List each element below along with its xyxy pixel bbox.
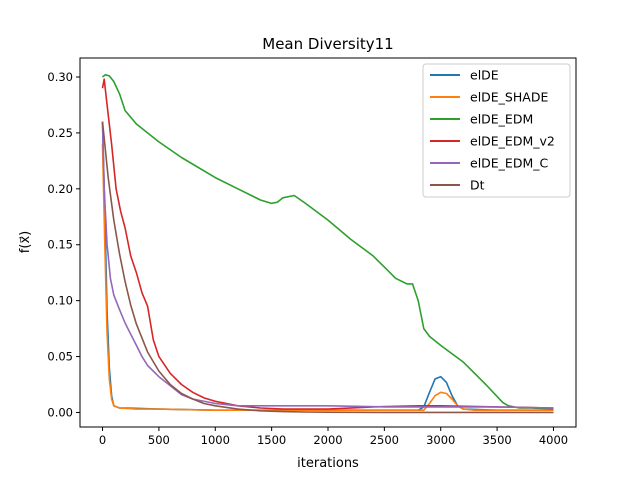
legend-label: elDE_SHADE [470, 90, 548, 105]
y-tick-label: 0.20 [47, 182, 73, 196]
y-tick-label: 0.15 [47, 238, 73, 252]
legend-label: elDE [470, 68, 499, 83]
series-line-3 [101, 78, 554, 410]
series-line-5 [101, 121, 554, 414]
y-tick-label: 0.25 [47, 126, 73, 140]
legend-label: Dt [470, 178, 485, 193]
legend-label: elDE_EDM [470, 112, 533, 127]
series-line-2 [102, 74, 554, 410]
y-axis-label: f(x⃗) [18, 231, 33, 253]
series-line-1 [101, 144, 554, 412]
x-tick-label: 1000 [201, 433, 230, 447]
legend-label: elDE_EDM_C [470, 156, 548, 171]
y-tick-label: 0.30 [47, 70, 73, 84]
legend-label: elDE_EDM_v2 [470, 134, 555, 149]
y-axis-ticks: 0.00 0.05 0.10 0.15 0.20 0.25 0.30 [47, 70, 80, 419]
legend-box [422, 63, 571, 198]
x-tick-label: 0 [99, 433, 106, 447]
x-tick-label: 1500 [257, 433, 286, 447]
x-axis-label: iterations [297, 456, 359, 471]
plot-lines [101, 74, 554, 414]
y-tick-label: 0.05 [47, 350, 73, 364]
x-tick-label: 500 [148, 433, 170, 447]
x-axis-ticks: 0 500 1000 1500 2000 2500 3000 3500 4000 [99, 427, 568, 447]
x-tick-label: 4000 [539, 433, 568, 447]
y-tick-label: 0.10 [47, 294, 73, 308]
x-tick-label: 2000 [313, 433, 342, 447]
legend: elDE elDE_SHADE elDE_EDM elDE_EDM_v2 elDE_ED… [422, 63, 571, 198]
x-tick-label: 3000 [426, 433, 455, 447]
x-tick-label: 2500 [370, 433, 399, 447]
y-tick-label: 0.00 [47, 405, 73, 419]
series-line-4 [101, 121, 554, 409]
chart-title: Mean Diversity11 [262, 35, 393, 53]
x-tick-label: 3500 [482, 433, 511, 447]
